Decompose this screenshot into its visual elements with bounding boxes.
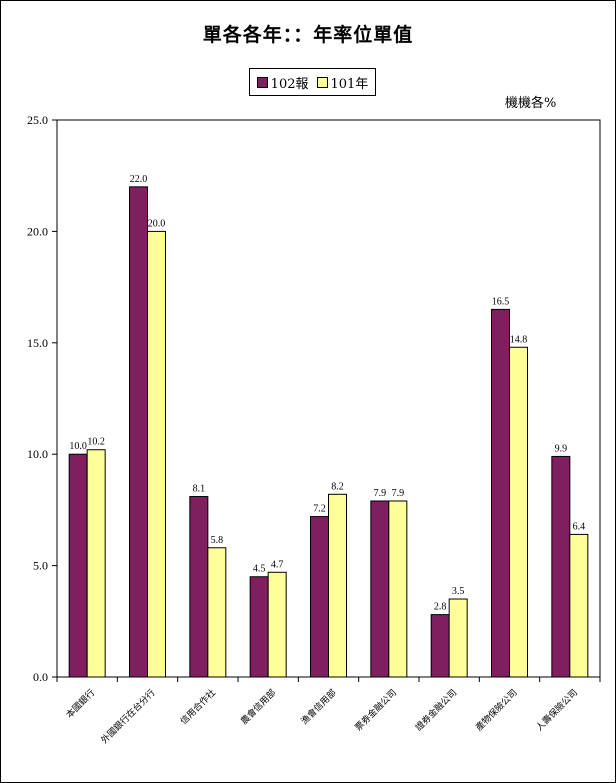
bar-series-2 xyxy=(86,449,106,678)
data-label-series-1: 22.0 xyxy=(130,174,148,185)
bar-series-1 xyxy=(189,496,209,678)
data-label-series-2: 6.4 xyxy=(573,521,586,532)
bar-series-2 xyxy=(509,346,528,678)
x-category-label: 本國銀行 xyxy=(63,687,97,721)
data-label-series-2: 3.5 xyxy=(452,586,465,597)
bar-series-1 xyxy=(249,576,269,678)
legend-label-series-2: 101年 xyxy=(330,76,369,92)
data-label-series-1: 4.5 xyxy=(253,564,266,575)
data-label-series-2: 4.7 xyxy=(271,559,284,570)
bar-series-1 xyxy=(370,500,390,678)
legend-swatch-series-1 xyxy=(256,76,268,88)
data-label-series-2: 10.2 xyxy=(87,437,105,448)
x-category-label: 外國銀行在台分行 xyxy=(98,687,157,746)
bar-series-1 xyxy=(68,453,88,678)
bar-series-1 xyxy=(551,455,571,678)
legend-item-series-1: 102報 xyxy=(256,73,309,92)
data-label-series-1: 8.1 xyxy=(193,484,206,495)
bar-series-2 xyxy=(147,230,166,678)
chart-title: 單各各年：：年率位單值 xyxy=(202,24,414,46)
bar-series-2 xyxy=(328,493,347,678)
bar-series-2 xyxy=(388,500,408,678)
data-label-series-2: 14.8 xyxy=(510,334,528,345)
x-category-label: 農會信用部 xyxy=(238,687,278,727)
x-category-label: 漁會信用部 xyxy=(298,687,338,727)
legend-label-series-1: 102報 xyxy=(270,76,309,92)
y-tick-label: 25.0 xyxy=(27,113,48,127)
data-label-series-2: 5.8 xyxy=(211,535,224,546)
y-tick-label: 15.0 xyxy=(27,336,48,350)
data-label-series-1: 2.8 xyxy=(434,602,447,613)
x-category-label: 信用合作社 xyxy=(178,687,218,727)
legend-swatch-series-2 xyxy=(316,76,328,88)
data-label-series-2: 7.9 xyxy=(392,488,405,499)
data-label-series-1: 9.9 xyxy=(555,443,568,454)
y-tick-label: 10.0 xyxy=(27,447,48,461)
bar-series-2 xyxy=(207,547,227,678)
x-category-label: 產物保險公司 xyxy=(473,687,520,734)
unit-label: 機機各% xyxy=(505,96,557,111)
legend: 102報 101年 xyxy=(249,68,376,96)
data-label-series-2: 20.0 xyxy=(148,218,166,229)
x-category-label: 票券金融公司 xyxy=(352,687,399,734)
bar-series-1 xyxy=(491,308,510,678)
data-label-series-1: 7.2 xyxy=(313,504,326,515)
bar-series-1 xyxy=(129,186,148,678)
y-tick-label: 0.0 xyxy=(33,670,48,684)
x-category-label: 證券金融公司 xyxy=(413,687,460,734)
data-label-series-1: 7.9 xyxy=(374,488,387,499)
bar-series-2 xyxy=(569,533,589,678)
y-tick-label: 20.0 xyxy=(27,224,48,238)
bar-series-2 xyxy=(267,571,287,678)
bar-series-1 xyxy=(310,516,329,678)
y-tick-label: 5.0 xyxy=(33,559,48,573)
legend-item-series-2: 101年 xyxy=(316,73,369,92)
data-label-series-1: 10.0 xyxy=(69,441,87,452)
bar-series-2 xyxy=(448,598,468,678)
data-label-series-1: 16.5 xyxy=(492,296,510,307)
x-category-label: 人壽保險公司 xyxy=(533,687,580,734)
data-label-series-2: 8.2 xyxy=(331,481,344,492)
bar-series-1 xyxy=(430,614,450,678)
